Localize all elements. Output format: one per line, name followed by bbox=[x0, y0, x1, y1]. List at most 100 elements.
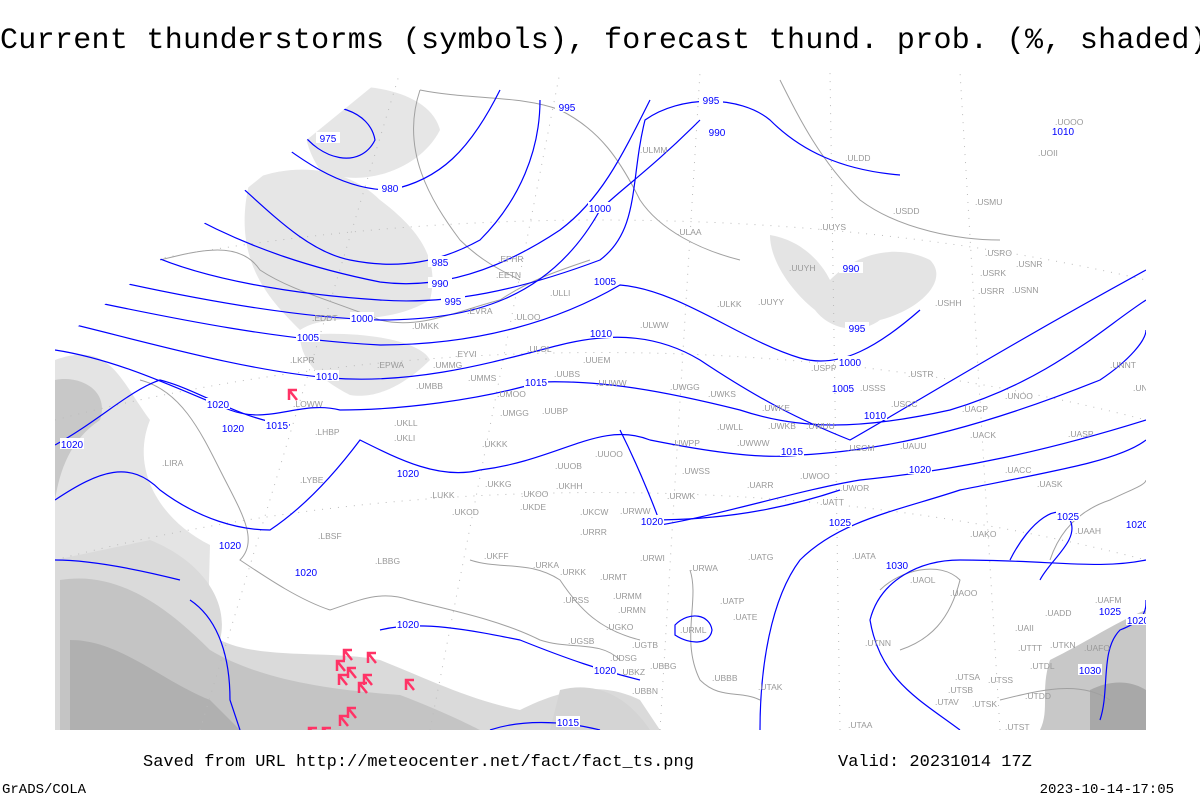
station-label: .UUEM bbox=[583, 355, 610, 365]
station-label: .ULOL bbox=[527, 344, 552, 354]
isobar-label-bg bbox=[838, 356, 862, 367]
isobar-label: 995 bbox=[445, 297, 462, 308]
isobar-label-bg bbox=[593, 275, 617, 286]
station-code: UTAV bbox=[937, 697, 959, 707]
station-dot: . bbox=[975, 197, 977, 207]
station-dot: . bbox=[1045, 608, 1047, 618]
station-dot: . bbox=[375, 556, 377, 566]
isobar-label-bg bbox=[1126, 614, 1146, 625]
isobar-label-bg bbox=[699, 94, 723, 105]
station-label: .UGTB bbox=[632, 640, 658, 650]
isobar-label: 995 bbox=[849, 324, 866, 335]
thunderstorm-symbol-icon bbox=[287, 388, 298, 401]
isobar-label: 1030 bbox=[886, 561, 909, 572]
station-code: UTDL bbox=[1032, 661, 1054, 671]
thunderstorm-symbol-icon bbox=[338, 714, 349, 727]
station-dot: . bbox=[789, 263, 791, 273]
station-dot: . bbox=[758, 297, 760, 307]
station-label: .EPWA bbox=[377, 360, 404, 370]
isobar-label-bg bbox=[828, 516, 852, 527]
station-code: UTST bbox=[1007, 722, 1029, 732]
map-title: Current thunderstorms (symbols), forecas… bbox=[0, 24, 1200, 58]
station-label: .USMU bbox=[975, 197, 1002, 207]
station-label: .LIRA bbox=[162, 458, 184, 468]
station-dot: . bbox=[542, 406, 544, 416]
isobar-label: 1005 bbox=[297, 333, 320, 344]
station-label: .UATP bbox=[720, 596, 745, 606]
station-label: .EETN bbox=[496, 270, 521, 280]
isobar-label-bg bbox=[396, 618, 420, 629]
isobar-label-bg bbox=[556, 716, 580, 727]
isobar-label-bg bbox=[350, 312, 374, 323]
station-code: UUBP bbox=[544, 406, 568, 416]
station-code: UUEM bbox=[585, 355, 610, 365]
isobar-label-bg bbox=[589, 327, 613, 338]
station-dot: . bbox=[583, 355, 585, 365]
station-dot: . bbox=[1030, 661, 1032, 671]
station-dot: . bbox=[1012, 285, 1014, 295]
isobar-label-bg bbox=[1056, 510, 1080, 521]
station-code: UTDD bbox=[1027, 691, 1051, 701]
station-dot: . bbox=[768, 421, 770, 431]
station-code: UWKB bbox=[770, 421, 796, 431]
station-label: .UTSB bbox=[948, 685, 973, 695]
isobar-label-bg bbox=[396, 467, 420, 478]
station-dot: . bbox=[988, 675, 990, 685]
station-code: UUOO bbox=[597, 449, 623, 459]
isobar-label-bg bbox=[831, 382, 855, 393]
station-label: .ULKK bbox=[717, 299, 742, 309]
station-dot: . bbox=[690, 563, 692, 573]
station-dot: . bbox=[717, 299, 719, 309]
station-code: ULWW bbox=[642, 320, 668, 330]
station-label: .UUYH bbox=[789, 263, 815, 273]
station-label: .UKOD bbox=[452, 507, 479, 517]
station-label: .UUWW bbox=[596, 378, 627, 388]
station-label: .UACP bbox=[962, 404, 988, 414]
station-label: .UWUU bbox=[806, 421, 835, 431]
station-code: UUYY bbox=[760, 297, 784, 307]
station-dot: . bbox=[293, 399, 295, 409]
isobar-label: 1015 bbox=[525, 378, 548, 389]
thunderstorm-symbol-icon bbox=[335, 659, 346, 672]
station-label: .UTAK bbox=[758, 682, 783, 692]
station-dot: . bbox=[416, 381, 418, 391]
station-code: UWSS bbox=[684, 466, 710, 476]
isobar-label: 1020 bbox=[641, 517, 664, 528]
station-dot: . bbox=[560, 567, 562, 577]
station-label: .URRR bbox=[580, 527, 607, 537]
station-label: .UGSB bbox=[568, 636, 595, 646]
station-dot: . bbox=[717, 422, 719, 432]
station-code: URMN bbox=[620, 605, 646, 615]
station-label: .USPP bbox=[811, 363, 837, 373]
station-dot: . bbox=[318, 531, 320, 541]
station-label: .UAAH bbox=[1075, 526, 1101, 536]
station-label: .UOOO bbox=[1055, 117, 1084, 127]
station-label: .USHH bbox=[935, 298, 961, 308]
station-dot: . bbox=[496, 270, 498, 280]
isobar-label-bg bbox=[780, 445, 804, 456]
station-code: UAKO bbox=[972, 529, 996, 539]
isobar-label: 1020 bbox=[397, 620, 420, 631]
station-code: UGTB bbox=[634, 640, 658, 650]
station-dot: . bbox=[520, 502, 522, 512]
isobar-label-bg bbox=[218, 539, 242, 550]
isobar-label: 1015 bbox=[781, 447, 804, 458]
station-dot: . bbox=[1015, 623, 1017, 633]
station-dot: . bbox=[848, 720, 850, 730]
thunderstorm-symbol-icon bbox=[357, 681, 368, 694]
station-dot: . bbox=[394, 418, 396, 428]
station-label: .USNN bbox=[1012, 285, 1038, 295]
station-code: UTAK bbox=[760, 682, 782, 692]
station-code: USNR bbox=[1018, 259, 1042, 269]
station-label: .USRR bbox=[978, 286, 1004, 296]
station-label: .UWPP bbox=[672, 438, 700, 448]
station-dot: . bbox=[1016, 259, 1018, 269]
station-label: .UTSA bbox=[955, 672, 980, 682]
generated-timestamp: 2023-10-14-17:05 bbox=[1039, 782, 1174, 798]
station-label: .UNOO bbox=[1005, 391, 1033, 401]
station-label: .UWWW bbox=[737, 438, 770, 448]
station-code: UUBS bbox=[556, 369, 580, 379]
isobar-label: 1005 bbox=[832, 384, 855, 395]
station-code: UACK bbox=[972, 430, 996, 440]
isobar-label-bg bbox=[908, 463, 932, 474]
